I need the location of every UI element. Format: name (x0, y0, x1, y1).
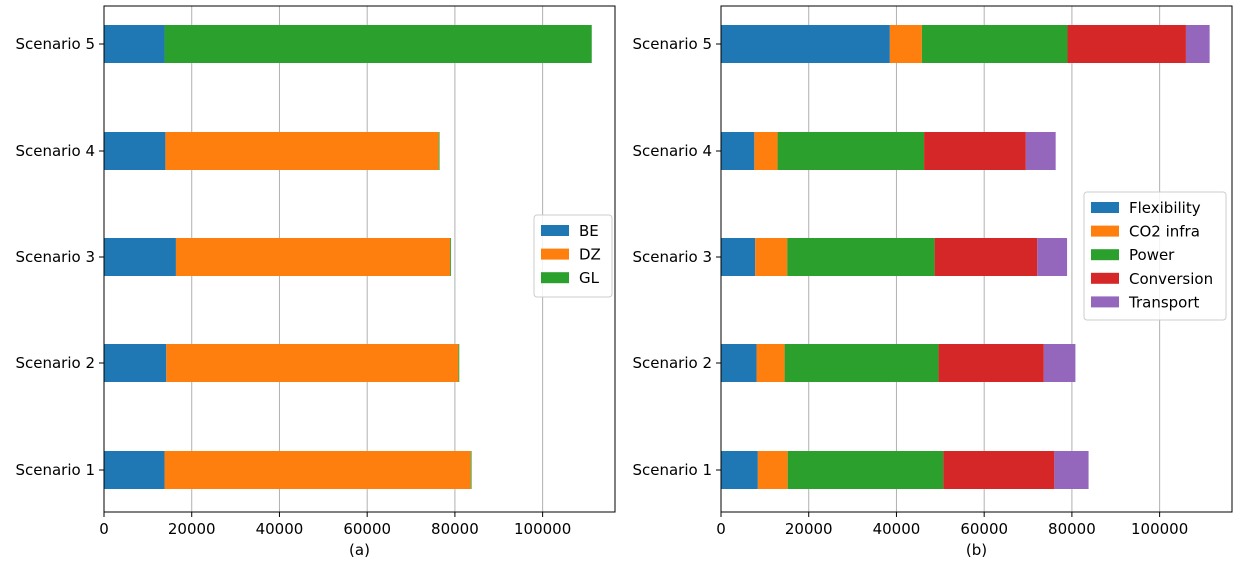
bar-co2-infra-scenario-4 (754, 132, 778, 170)
bar-dz-scenario-4 (165, 132, 439, 170)
y-category-label: Scenario 4 (15, 142, 95, 160)
bar-conversion-scenario-3 (934, 238, 1038, 276)
legend-swatch (541, 225, 569, 236)
bar-transport-scenario-3 (1037, 238, 1068, 276)
legend-swatch (1091, 202, 1119, 213)
x-tick-label: 100000 (514, 520, 571, 538)
legend-label: Power (1129, 246, 1175, 264)
bar-dz-scenario-1 (164, 451, 471, 489)
legend-swatch (1091, 296, 1119, 308)
x-tick-label: 80000 (431, 520, 479, 538)
bar-conversion-scenario-1 (943, 451, 1055, 489)
y-category-label: Scenario 1 (15, 461, 95, 479)
x-tick-label: 60000 (343, 520, 391, 538)
bar-gl-scenario-1 (470, 451, 472, 489)
bar-conversion-scenario-2 (938, 344, 1044, 382)
y-category-label: Scenario 5 (15, 35, 95, 53)
bar-co2-infra-scenario-1 (757, 451, 788, 489)
bar-co2-infra-scenario-2 (756, 344, 785, 382)
bar-dz-scenario-3 (175, 238, 451, 276)
bar-transport-scenario-1 (1054, 451, 1089, 489)
bar-conversion-scenario-4 (924, 132, 1026, 170)
legend-swatch (541, 248, 569, 260)
bar-flexibility-scenario-1 (721, 451, 758, 489)
bar-power-scenario-3 (787, 238, 935, 276)
bar-power-scenario-2 (784, 344, 939, 382)
bar-power-scenario-4 (777, 132, 925, 170)
bar-power-scenario-5 (921, 25, 1068, 63)
bar-be-scenario-3 (104, 238, 176, 276)
x-axis-label: (b) (966, 541, 987, 559)
bar-gl-scenario-5 (164, 25, 592, 63)
bar-dz-scenario-2 (166, 344, 459, 382)
bar-be-scenario-4 (104, 132, 166, 170)
legend-label: BE (579, 222, 599, 240)
legend-label: Conversion (1129, 270, 1213, 288)
bar-be-scenario-1 (104, 451, 165, 489)
chart-panel-a: 0 20000 40000 60000 80000 100000 Scenario 1 Sce… (15, 5, 616, 559)
bar-conversion-scenario-5 (1067, 25, 1186, 63)
legend-swatch (1091, 249, 1119, 261)
y-category-label: Scenario 2 (15, 354, 95, 372)
x-tick-label: 60000 (960, 520, 1008, 538)
bar-co2-infra-scenario-5 (889, 25, 922, 63)
legend-label: Flexibility (1129, 199, 1201, 217)
bar-transport-scenario-4 (1025, 132, 1056, 170)
bar-power-scenario-1 (787, 451, 944, 489)
axes-frame (720, 5, 1233, 513)
bar-be-scenario-2 (104, 344, 167, 382)
legend-swatch (541, 272, 569, 284)
bar-gl-scenario-3 (450, 238, 451, 276)
legend-swatch (1091, 272, 1119, 284)
axes-frame (103, 5, 616, 513)
bar-flexibility-scenario-2 (721, 344, 757, 382)
x-tick-label: 100000 (1131, 520, 1188, 538)
legend-label: GL (579, 269, 600, 287)
bar-transport-scenario-2 (1043, 344, 1076, 382)
y-category-label: Scenario 3 (15, 248, 95, 266)
bar-gl-scenario-4 (438, 132, 440, 170)
x-tick-label: 80000 (1048, 520, 1096, 538)
y-category-label: Scenario 3 (632, 248, 712, 266)
y-category-label: Scenario 4 (632, 142, 712, 160)
legend-box (1083, 191, 1227, 321)
x-tick-label: 20000 (168, 520, 216, 538)
y-category-label: Scenario 5 (632, 35, 712, 53)
bar-gl-scenario-2 (458, 344, 460, 382)
x-tick-label: 0 (99, 520, 109, 538)
legend-label: Transport (1128, 293, 1200, 311)
bar-transport-scenario-5 (1185, 25, 1210, 63)
x-axis-label: (a) (349, 541, 370, 559)
legend-label: CO2 infra (1129, 223, 1200, 241)
y-category-label: Scenario 1 (632, 461, 712, 479)
bar-co2-infra-scenario-3 (755, 238, 788, 276)
x-tick-label: 40000 (256, 520, 304, 538)
bar-flexibility-scenario-3 (721, 238, 756, 276)
chart-panel-b: 0 20000 40000 60000 80000 100000 Scenario 1 Sce… (632, 5, 1233, 559)
x-tick-label: 0 (716, 520, 726, 538)
bar-flexibility-scenario-4 (721, 132, 755, 170)
x-tick-label: 40000 (873, 520, 921, 538)
legend-label: DZ (579, 246, 601, 264)
legend-swatch (1091, 225, 1119, 237)
bar-be-scenario-5 (104, 25, 165, 63)
bar-flexibility-scenario-5 (721, 25, 890, 63)
x-tick-label: 20000 (785, 520, 833, 538)
y-category-label: Scenario 2 (632, 354, 712, 372)
